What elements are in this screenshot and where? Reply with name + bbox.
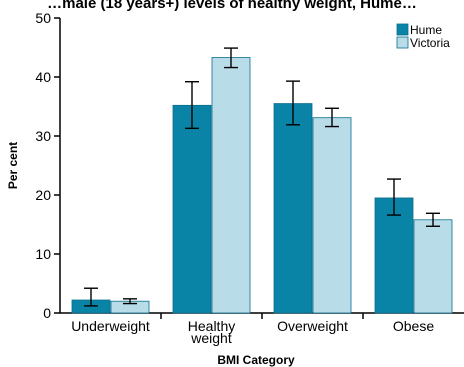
x-category-label: weight	[190, 330, 232, 346]
y-tick-label: 30	[35, 128, 51, 144]
bar-hume	[273, 103, 313, 314]
bar-victoria	[413, 219, 453, 314]
legend-swatch-hume	[396, 23, 409, 36]
x-axis-title: BMI Category	[217, 353, 295, 367]
chart-title: …male (18 years+) levels of healthy weig…	[47, 0, 417, 12]
y-axis-title: Per cent	[6, 142, 20, 189]
x-category-label: Overweight	[277, 318, 348, 334]
x-category-label: Underweight	[71, 318, 150, 334]
legend-label-hume: Hume	[410, 23, 442, 37]
bar-victoria	[211, 57, 251, 314]
legend-label-victoria: Victoria	[410, 36, 450, 50]
y-tick-label: 0	[43, 305, 51, 321]
y-tick-label: 40	[35, 69, 51, 85]
bar-victoria	[312, 117, 352, 314]
legend-swatch-victoria	[396, 36, 409, 49]
x-category-label: Healthy	[188, 318, 235, 334]
y-tick-label: 20	[35, 187, 51, 203]
bar-hume	[172, 104, 212, 314]
bar-hume	[374, 197, 414, 314]
x-category-label: Obese	[393, 318, 434, 334]
y-tick-label: 10	[35, 246, 51, 262]
y-tick-label: 50	[35, 10, 51, 26]
